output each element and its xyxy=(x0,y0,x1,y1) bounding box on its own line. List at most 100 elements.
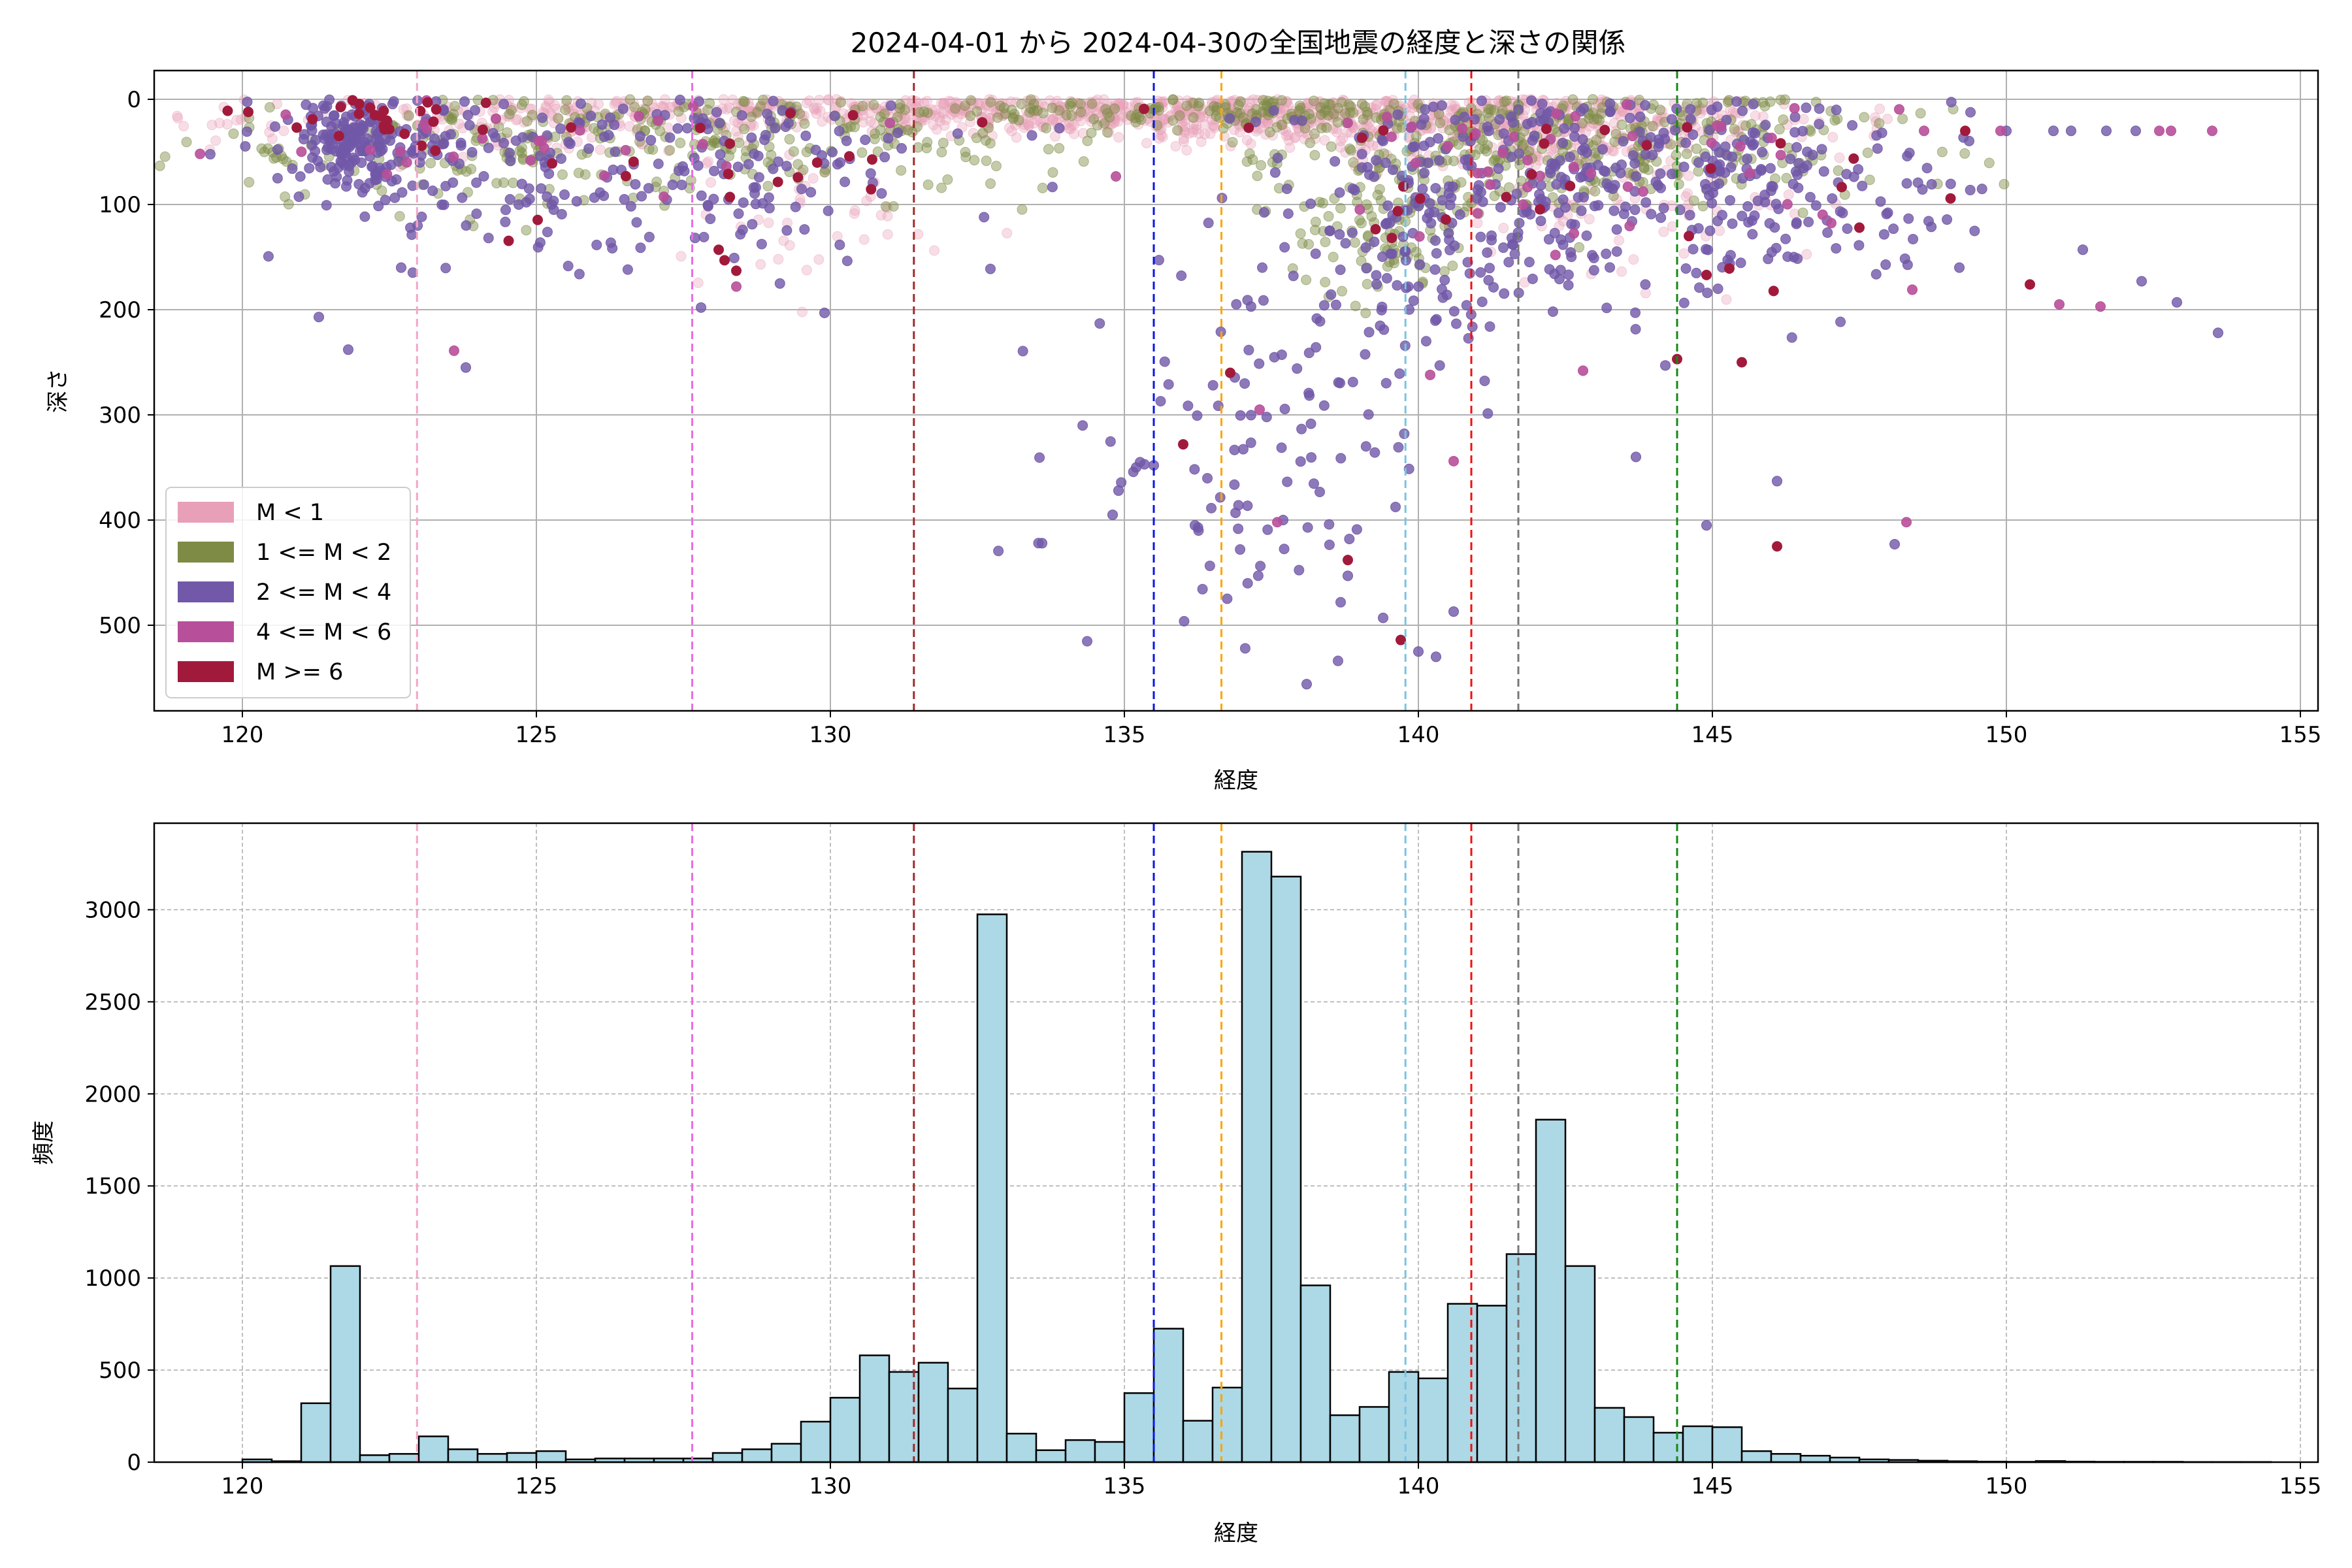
legend-swatch xyxy=(178,581,234,602)
scatter-point xyxy=(1082,636,1093,647)
scatter-point xyxy=(314,312,324,323)
scatter-point xyxy=(1936,146,1948,157)
scatter-point xyxy=(921,142,932,154)
scatter-point xyxy=(1550,161,1561,172)
scatter-point xyxy=(752,106,763,118)
scatter-point xyxy=(995,100,1006,111)
scatter-point xyxy=(430,145,441,156)
scatter-point xyxy=(502,110,513,122)
scatter-point xyxy=(1681,148,1692,159)
scatter-point xyxy=(1666,169,1677,180)
scatter-point xyxy=(1494,114,1505,125)
scatter-point xyxy=(1443,140,1454,152)
hist-y-tick-label: 1500 xyxy=(84,1173,141,1200)
scatter-x-tick-label: 150 xyxy=(1985,722,2028,748)
scatter-point xyxy=(1640,149,1651,160)
scatter-point xyxy=(1392,206,1403,217)
scatter-point xyxy=(1139,103,1150,114)
scatter-point xyxy=(799,224,810,235)
scatter-point xyxy=(1347,376,1358,387)
scatter-point xyxy=(1181,100,1192,111)
scatter-point xyxy=(1379,96,1390,107)
scatter-point xyxy=(1590,186,1601,197)
scatter-point xyxy=(1445,106,1456,117)
scatter-point xyxy=(609,99,620,110)
scatter-point xyxy=(715,149,726,160)
scatter-point xyxy=(636,191,647,202)
scatter-point xyxy=(866,184,877,195)
scatter-point xyxy=(470,105,481,116)
scatter-point xyxy=(406,229,417,240)
scatter-point xyxy=(1737,357,1747,368)
scatter-point xyxy=(416,211,427,222)
scatter-point xyxy=(883,133,894,144)
scatter-point xyxy=(1527,273,1538,284)
scatter-point xyxy=(1356,162,1367,173)
scatter-point xyxy=(756,238,767,250)
scatter-point xyxy=(1343,570,1353,581)
scatter-point xyxy=(1654,138,1665,149)
scatter-point xyxy=(555,153,566,164)
scatter-point xyxy=(1315,102,1326,113)
scatter-point xyxy=(1680,137,1691,148)
scatter-point xyxy=(2078,244,2088,255)
hist-bar xyxy=(1270,875,1302,1463)
scatter-point xyxy=(1548,143,1559,154)
scatter-point xyxy=(610,146,621,157)
scatter-point xyxy=(1130,97,1141,108)
scatter-point xyxy=(1558,137,1569,148)
scatter-point xyxy=(1356,132,1367,143)
scatter-point xyxy=(936,97,947,108)
scatter-point xyxy=(1414,259,1426,270)
scatter-x-tick-label: 125 xyxy=(515,722,558,748)
hist-bar xyxy=(359,1454,391,1463)
scatter-point xyxy=(1077,420,1088,431)
scatter-point xyxy=(1378,125,1389,136)
scatter-point xyxy=(1295,456,1306,467)
scatter-point xyxy=(1563,100,1574,111)
scatter-point xyxy=(1215,492,1226,503)
scatter-point xyxy=(1324,519,1335,530)
scatter-point xyxy=(1179,127,1190,138)
scatter-point xyxy=(1411,131,1422,142)
scatter-point xyxy=(1697,201,1708,212)
scatter-point xyxy=(549,100,561,111)
scatter-point xyxy=(559,189,570,200)
scatter-point xyxy=(819,167,830,178)
scatter-point xyxy=(1700,178,1711,189)
scatter-point xyxy=(546,158,557,169)
scatter-point xyxy=(1175,107,1186,118)
scatter-point xyxy=(1177,103,1188,114)
scatter-point xyxy=(1581,230,1592,241)
scatter-point xyxy=(1183,400,1194,412)
scatter-point xyxy=(1107,509,1118,520)
scatter-point xyxy=(1802,146,1813,157)
scatter-point xyxy=(1778,114,1789,125)
scatter-point xyxy=(622,264,633,275)
scatter-point xyxy=(1444,125,1455,136)
scatter-point xyxy=(1499,288,1510,299)
scatter-point xyxy=(1501,191,1512,203)
scatter-point xyxy=(813,254,825,265)
scatter-point xyxy=(1565,180,1576,191)
scatter-point xyxy=(1429,264,1441,275)
scatter-point xyxy=(1188,123,1199,135)
hist-bar xyxy=(800,1420,832,1463)
scatter-point xyxy=(1641,140,1652,151)
scatter-point xyxy=(1611,246,1622,257)
scatter-x-tick-label: 135 xyxy=(1103,722,1146,748)
scatter-point xyxy=(1893,104,1904,115)
scatter-point xyxy=(977,117,988,128)
scatter-point xyxy=(876,188,887,199)
scatter-point xyxy=(1206,502,1217,514)
scatter-point xyxy=(792,172,804,183)
scatter-point xyxy=(919,97,930,108)
scatter-point xyxy=(1862,147,1873,158)
scatter-point xyxy=(1197,583,1208,595)
scatter-point xyxy=(725,138,736,149)
scatter-point xyxy=(960,100,971,111)
scatter-point xyxy=(1526,95,1537,106)
scatter-point xyxy=(1317,197,1328,208)
scatter-point xyxy=(619,194,630,205)
scatter-point xyxy=(1100,104,1111,115)
